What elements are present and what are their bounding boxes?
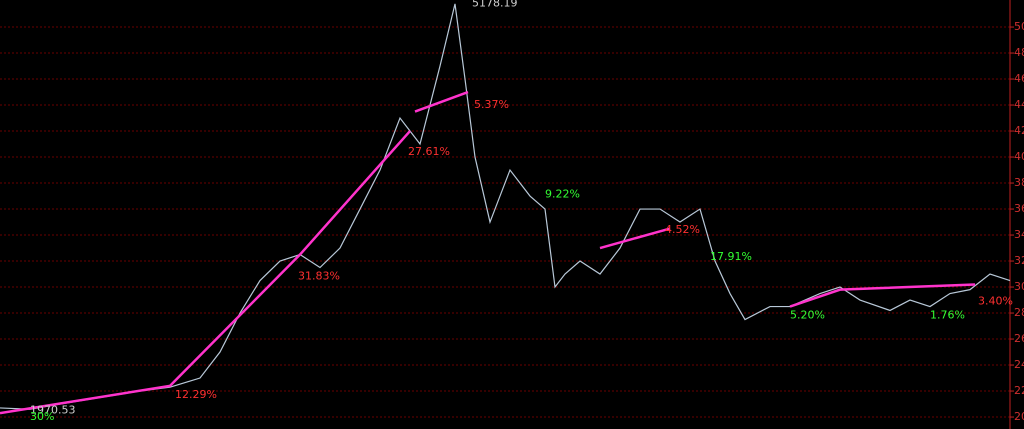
- y-tick-label: 4200: [1014, 124, 1024, 137]
- annotation: 3.40%: [978, 294, 1013, 307]
- y-tick-label: 2600: [1014, 332, 1024, 345]
- annotation: 5178.19: [472, 0, 518, 10]
- annotation: 27.61%: [408, 145, 450, 158]
- y-tick-label: 4000: [1014, 150, 1024, 163]
- annotation: 12.29%: [175, 388, 217, 401]
- y-tick-label: 4400: [1014, 98, 1024, 111]
- y-tick-label: 3400: [1014, 228, 1024, 241]
- annotation: 5.20%: [790, 309, 825, 322]
- y-tick-label: 4600: [1014, 72, 1024, 85]
- annotation: 30%: [30, 410, 54, 423]
- trend-line: [0, 130, 411, 415]
- annotation: 1.76%: [930, 309, 965, 322]
- y-tick-label: 4800: [1014, 46, 1024, 59]
- y-tick-label: 5000: [1014, 20, 1024, 33]
- annotation: 17.91%: [710, 250, 752, 263]
- trend-line: [414, 90, 469, 113]
- annotation: 4.52%: [665, 223, 700, 236]
- price-line: [0, 3, 1011, 410]
- annotation: 5.37%: [474, 98, 509, 111]
- trend-line: [599, 227, 671, 250]
- trend-line: [789, 283, 976, 308]
- y-tick-label: 3800: [1014, 176, 1024, 189]
- y-tick-label: 2400: [1014, 358, 1024, 371]
- y-tick-label: 2200: [1014, 384, 1024, 397]
- y-tick-label: 2000: [1014, 410, 1024, 423]
- annotation: 9.22%: [545, 188, 580, 201]
- y-tick-label: 3200: [1014, 254, 1024, 267]
- y-tick-label: 2800: [1014, 306, 1024, 319]
- y-tick-label: 3000: [1014, 280, 1024, 293]
- annotation: 1970.53: [30, 404, 76, 417]
- y-tick-label: 3600: [1014, 202, 1024, 215]
- annotation: 31.83%: [298, 270, 340, 283]
